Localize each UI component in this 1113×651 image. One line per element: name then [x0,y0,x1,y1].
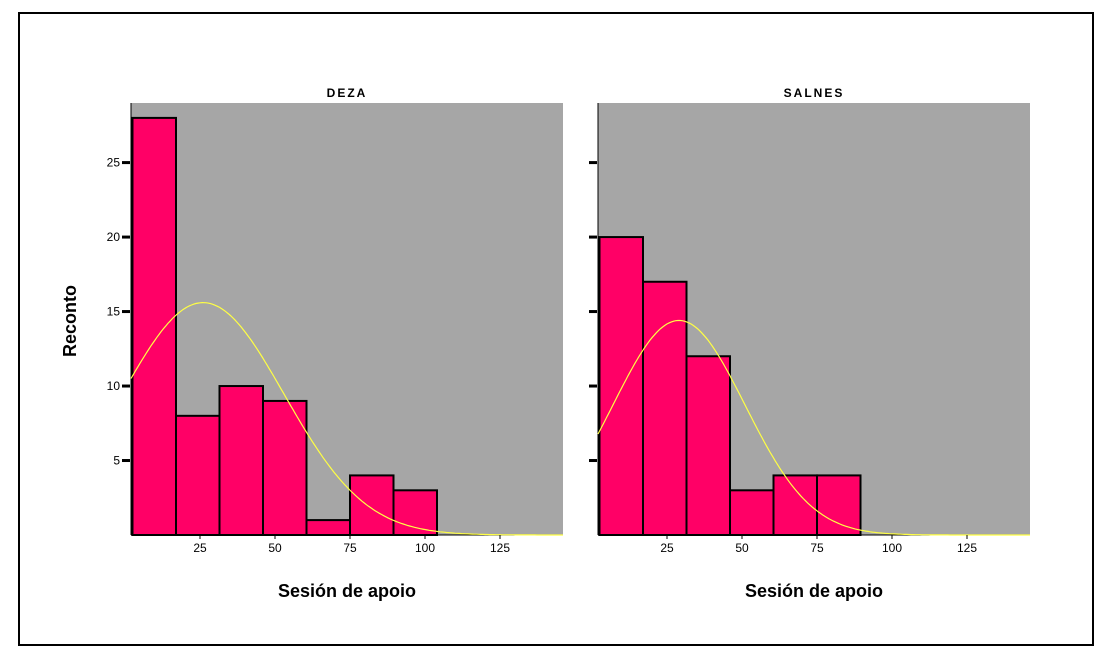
y-tick-label: 25 [107,156,121,170]
normal-curve [130,301,563,536]
x-tick-label: 50 [268,541,282,555]
x-tick-label: 25 [193,541,207,555]
x-tick-label: 75 [810,541,824,555]
panel-salnes: SALNES 25 50 75 100 125 Sesión de apoio [589,86,1030,601]
histogram-bar [131,116,177,537]
x-axis-title: Sesión de apoio [278,581,416,601]
x-tick-label: 25 [660,541,674,555]
panel-deza: DEZA 5 10 15 20 25 25 50 75 100 125 Sesión de apoio [107,86,563,601]
histogram-bar [349,474,395,536]
panel-title: DEZA [327,86,368,100]
y-axis-title: Reconto [60,285,80,357]
histogram-bar [685,355,731,537]
x-tick-label: 100 [882,541,902,555]
y-tick-label: 20 [107,230,121,244]
x-tick-label: 100 [415,541,435,555]
normal-curve [597,319,1030,536]
histogram-bar [816,474,862,536]
x-tick-label: 125 [490,541,510,555]
histogram-bar [642,280,688,536]
histogram-bar [392,489,438,536]
histogram-bar [175,414,221,536]
y-tick-label: 10 [107,379,121,393]
x-tick-label: 125 [957,541,977,555]
histogram-bar [598,236,644,536]
x-tick-label: 75 [343,541,357,555]
histogram-bar [729,489,775,536]
histogram-bar [305,519,351,537]
x-axis-title: Sesión de apoio [745,581,883,601]
histogram-bar [262,399,308,536]
panel-title: SALNES [784,86,845,100]
y-tick-label: 5 [113,454,120,468]
histogram-bar [218,385,264,536]
x-tick-label: 50 [735,541,749,555]
y-tick-label: 15 [107,305,121,319]
